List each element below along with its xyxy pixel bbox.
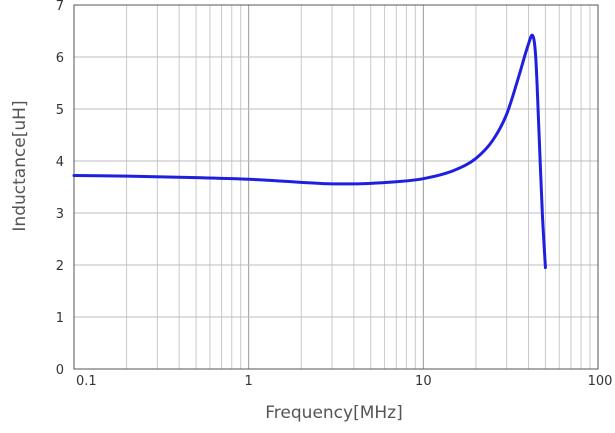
x-tick-labels: 0.1 1 10 100: [76, 374, 612, 389]
plot-frame: [73, 4, 599, 370]
y-tick-label: 3: [56, 207, 64, 222]
y-tick-label: 5: [56, 103, 64, 118]
y-tick-label: 4: [56, 155, 64, 170]
y-tick-label: 7: [56, 0, 64, 14]
y-tick-label: 0: [56, 363, 64, 378]
x-tick-label: 1: [245, 374, 253, 389]
x-tick-label: 0.1: [76, 374, 97, 389]
series-layer: [72, 33, 547, 270]
y-tick-label: 1: [56, 311, 64, 326]
series-line: [72, 33, 547, 270]
y-tick-label: 2: [56, 259, 64, 274]
y-tick-labels: 0 1 2 3 4 5 6 7: [56, 0, 64, 378]
grid: [73, 4, 598, 370]
x-axis-label: Frequency[MHz]: [265, 403, 402, 423]
x-tick-label: 100: [588, 374, 613, 389]
x-tick-label: 10: [415, 374, 432, 389]
y-axis-label: Inductance[uH]: [10, 100, 30, 231]
y-tick-label: 6: [56, 51, 64, 66]
